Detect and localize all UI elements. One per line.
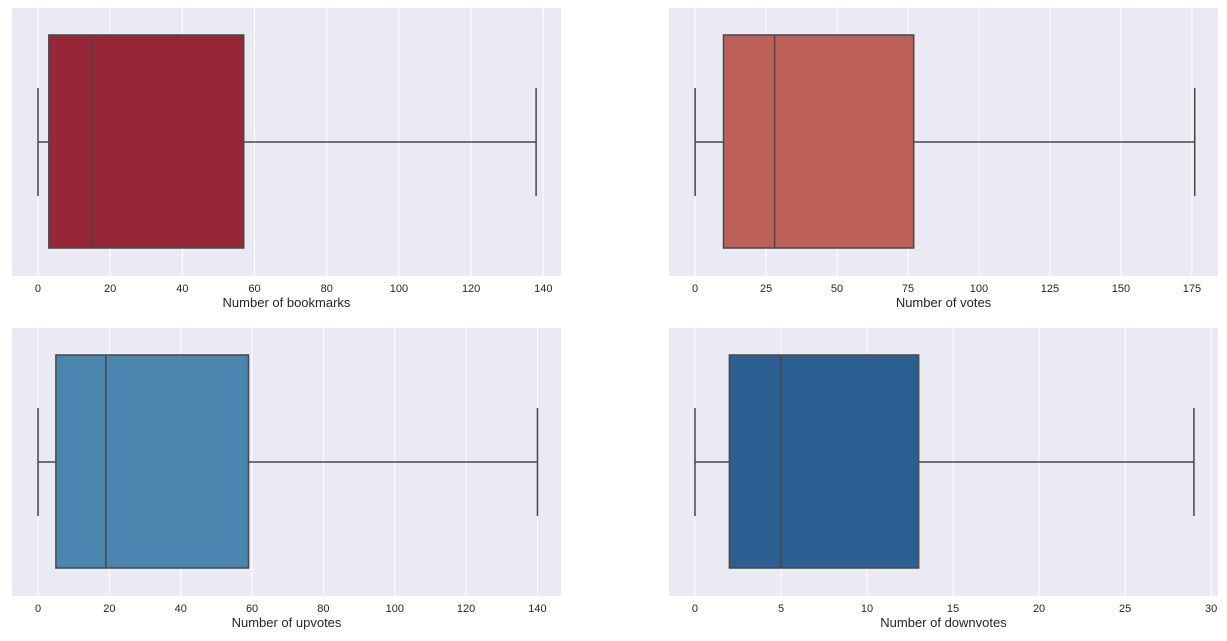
x-tick-label: 150 — [1112, 283, 1130, 295]
box — [48, 34, 245, 249]
x-tick-label: 40 — [176, 283, 188, 295]
x-tick-label: 15 — [947, 603, 959, 615]
x-tick-label: 25 — [1119, 603, 1131, 615]
x-tick-label: 5 — [778, 603, 784, 615]
x-axis-label: Number of votes — [896, 295, 992, 310]
x-tick-label: 10 — [861, 603, 873, 615]
box — [55, 354, 250, 569]
x-tick-label: 0 — [692, 603, 698, 615]
x-axis-label: Number of bookmarks — [223, 295, 351, 310]
subplot-4: 0 5 10 15 20 25 30 Number of downvotes — [669, 328, 1218, 630]
x-tick-label: 125 — [1041, 283, 1059, 295]
x-tick-label: 60 — [246, 603, 258, 615]
x-tick-label: 120 — [457, 603, 475, 615]
x-tick-label: 120 — [462, 283, 480, 295]
x-tick-label: 20 — [1033, 603, 1045, 615]
subplot-1: 0 20 40 60 80 100 120 140 Number of bookmarks — [12, 8, 561, 310]
x-tick-label: 0 — [692, 283, 698, 295]
subplot-3: 0 20 40 60 80 100 120 140 Number of upvotes — [12, 328, 561, 630]
x-tick-label: 50 — [831, 283, 843, 295]
x-tick-label: 75 — [902, 283, 914, 295]
x-axis-label: Number of downvotes — [880, 615, 1007, 630]
x-tick-label: 175 — [1183, 283, 1201, 295]
x-tick-label: 80 — [317, 603, 329, 615]
subplot-2: 0 25 50 75 100 125 150 175 Number of votes — [669, 8, 1218, 310]
x-tick-label: 20 — [103, 603, 115, 615]
x-tick-label: 25 — [760, 283, 772, 295]
x-tick-label: 80 — [321, 283, 333, 295]
x-tick-label: 100 — [386, 603, 404, 615]
x-tick-label: 30 — [1205, 603, 1217, 615]
x-tick-label: 100 — [970, 283, 988, 295]
box — [722, 34, 915, 249]
x-tick-label: 0 — [35, 603, 41, 615]
x-tick-label: 100 — [390, 283, 408, 295]
box — [728, 354, 920, 569]
x-tick-label: 20 — [104, 283, 116, 295]
x-tick-label: 60 — [248, 283, 260, 295]
x-tick-label: 0 — [35, 283, 41, 295]
x-tick-label: 140 — [534, 283, 552, 295]
x-tick-label: 40 — [175, 603, 187, 615]
x-tick-label: 140 — [528, 603, 546, 615]
x-axis-label: Number of upvotes — [232, 615, 342, 630]
